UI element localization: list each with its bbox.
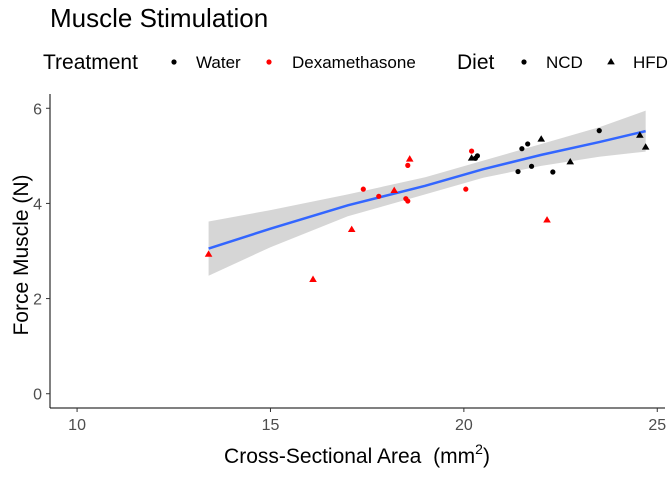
legend-label: Dexamethasone [292,53,416,72]
legend: Treatment Water Dexamethasone Diet NCD HFD [43,51,668,74]
data-point-triangle [641,143,650,150]
legend-label: HFD [633,53,668,72]
plot-area [204,110,650,282]
y-axis-title: Force Muscle (N) [10,174,33,335]
x-tick-label: 20 [455,417,473,434]
data-point-circle [515,168,521,175]
x-tick-label: 25 [648,417,666,434]
x-axis-unit: mm [440,445,475,468]
data-point-circle [463,186,469,192]
y-tick-label: 4 [33,196,42,213]
x-axis-unit-exponent: 2 [475,441,483,457]
data-point-circle [519,146,525,152]
data-point-circle [469,148,475,154]
x-tick-label: 10 [68,417,86,434]
chart-title: Muscle Stimulation [50,3,268,33]
x-axis-ticks: 10 15 20 25 [68,408,666,434]
data-point-triangle [405,155,414,162]
axes: 10 15 20 25 0 2 4 6 [33,94,666,434]
x-axis-title: Cross-Sectional Area (mm2) [224,441,490,468]
data-point-triangle [309,275,317,282]
data-point-triangle [390,186,399,193]
y-axis-ticks: 0 2 4 6 [33,101,50,404]
data-point-triangle [543,216,551,223]
data-point-circle [405,198,411,204]
data-point-circle [376,193,382,199]
legend-key-triangle [607,58,615,65]
legend-key-circle [521,59,527,65]
data-point-circle [360,186,366,192]
data-point-circle [474,153,481,159]
legend-title: Treatment [43,51,138,74]
data-point-triangle [566,158,575,165]
y-tick-label: 0 [33,387,42,404]
x-axis-unit-close-paren: ) [483,445,490,468]
data-point-circle [550,169,556,175]
data-point-circle [405,162,411,168]
data-point-triangle [204,250,213,257]
data-point-circle [525,141,531,147]
x-axis-unit-open-paren: ( [433,445,440,468]
x-tick-label: 15 [262,417,280,434]
legend-label: Water [196,53,241,72]
legend-label: NCD [546,53,583,72]
legend-title: Diet [457,51,495,74]
data-point-triangle [537,135,546,142]
data-point-circle [528,163,535,169]
y-tick-label: 6 [33,101,42,118]
confidence-band [208,110,646,276]
legend-key-circle [171,59,177,65]
data-point-triangle [636,131,644,138]
legend-key-circle [266,59,272,65]
x-axis-title-text: Cross-Sectional Area [224,445,422,468]
data-point-triangle [347,225,356,232]
data-points [204,128,650,282]
y-tick-label: 2 [33,292,42,309]
regression-line [208,129,646,250]
data-point-circle [596,128,602,134]
